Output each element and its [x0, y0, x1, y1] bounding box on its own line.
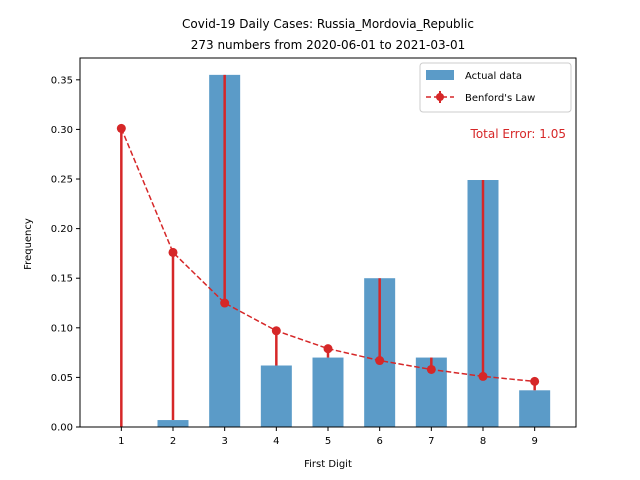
benford-point-digit-8 — [478, 371, 488, 381]
y-tick-label-2: 0.10 — [51, 323, 73, 334]
y-tick-label-7: 0.35 — [51, 75, 73, 86]
legend-frame — [419, 62, 572, 113]
bar-digit-2 — [157, 420, 189, 427]
y-tick-label-0: 0.00 — [51, 423, 73, 434]
benford-point-digit-3 — [220, 298, 230, 308]
legend-benford-marker — [436, 93, 444, 101]
legend-actual-label: Actual data — [465, 71, 522, 82]
x-tick-label-8: 8 — [480, 436, 486, 447]
benford-point-digit-2 — [168, 247, 178, 257]
benford-point-digit-1 — [116, 123, 126, 133]
legend-benford-label: Benford's Law — [465, 93, 535, 104]
benford-point-digit-7 — [426, 364, 436, 374]
x-tick-label-2: 2 — [170, 436, 176, 447]
x-axis-label: First Digit — [304, 459, 352, 470]
y-tick-label-1: 0.05 — [51, 373, 73, 384]
chart-title: Covid-19 Daily Cases: Russia_Mordovia_Re… — [182, 17, 474, 31]
y-tick-label-6: 0.30 — [51, 125, 73, 136]
x-tick-label-1: 1 — [118, 436, 124, 447]
total-error-annotation: Total Error: 1.05 — [470, 127, 566, 141]
x-tick-label-5: 5 — [325, 436, 331, 447]
legend: Actual data Benford's Law — [419, 62, 572, 113]
y-tick-label-3: 0.15 — [51, 274, 73, 285]
bar-digit-5 — [312, 357, 344, 427]
legend-actual-swatch — [426, 70, 454, 80]
y-tick-label-5: 0.25 — [51, 175, 73, 186]
x-tick-label-3: 3 — [221, 436, 227, 447]
benford-point-digit-9 — [530, 376, 540, 386]
chart-subtitle: 273 numbers from 2020-06-01 to 2021-03-0… — [191, 38, 466, 52]
benford-point-digit-6 — [375, 356, 385, 366]
bar-digit-4 — [260, 365, 292, 427]
bar-digit-9 — [519, 390, 551, 427]
x-tick-label-7: 7 — [428, 436, 434, 447]
x-tick-label-9: 9 — [531, 436, 537, 447]
benford-point-digit-5 — [323, 344, 333, 354]
y-axis-label: Frequency — [23, 218, 34, 270]
y-tick-label-4: 0.20 — [51, 224, 73, 235]
benford-line — [120, 128, 535, 383]
plot-area: 1 2 3 4 5 6 7 8 9 0.00 0.05 0.10 0.15 0.20 0.25 0.30 0.3… — [51, 57, 577, 447]
x-tick-label-6: 6 — [376, 436, 382, 447]
x-tick-label-4: 4 — [273, 436, 279, 447]
benford-point-digit-4 — [271, 326, 281, 336]
